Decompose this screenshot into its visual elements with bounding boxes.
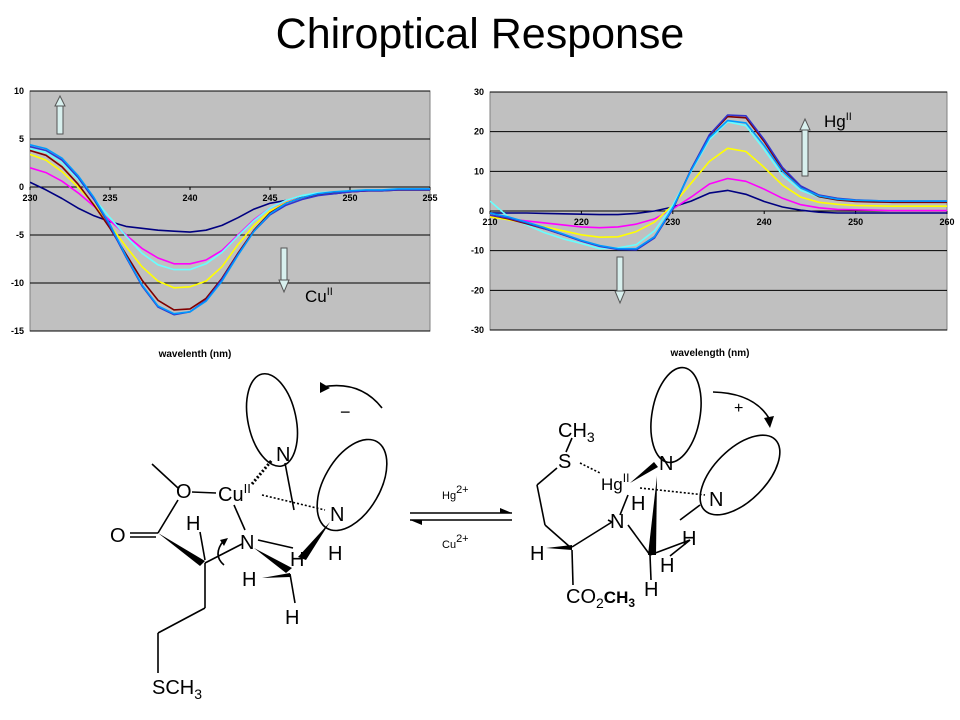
lobe-top — [650, 366, 702, 464]
series-line-3 — [490, 147, 947, 238]
series-line-7 — [30, 144, 430, 315]
atom-n: N — [659, 453, 673, 475]
x-tick-label: 250 — [848, 217, 863, 227]
lobe-right — [316, 438, 388, 532]
x-tick-label: 260 — [939, 217, 954, 227]
equilibrium-arrows: Hg2+ Cu2+ — [410, 484, 512, 551]
gridlines — [489, 91, 948, 331]
atom-h: H — [285, 607, 299, 629]
series-line-7 — [490, 119, 947, 250]
x-tick-label: 255 — [422, 193, 437, 203]
atom-h: H — [242, 569, 256, 591]
reverse-reagent: Cu2+ — [442, 533, 469, 551]
plot-area — [29, 90, 431, 332]
structure-hg-labels: CH3 S HgII N N N H H H H H CO2CH3 + — [530, 400, 743, 611]
atom-h: H — [290, 549, 304, 571]
atom-h: H — [660, 555, 674, 577]
y-tick-label: 20 — [474, 127, 484, 137]
x-tick-label: 245 — [262, 193, 277, 203]
x-tick-labels: 210 220 230 240 250 260 — [482, 217, 954, 227]
rotation-sign: + — [734, 400, 743, 417]
y-tick-labels: -30 -20 -10 0 10 20 30 — [471, 87, 484, 335]
arrow-down-icon — [278, 247, 290, 294]
atom-n: N — [240, 532, 254, 554]
y-tick-label: -10 — [11, 278, 24, 288]
arrow-up-icon — [799, 117, 811, 177]
rotation-sign: − — [340, 402, 351, 422]
series-group — [490, 114, 947, 251]
y-tick-label: 5 — [19, 134, 24, 144]
atom-hg: HgII — [601, 471, 629, 494]
cd-chart-hg: -30 -20 -10 0 10 20 30 210 220 230 240 250 260 wave… — [471, 87, 955, 359]
x-tick-label: 240 — [757, 217, 772, 227]
atom-n: N — [610, 511, 624, 533]
atom-n: N — [276, 444, 290, 466]
ion-label-cu: CuII — [305, 286, 333, 306]
page-title: Chiroptical Response — [275, 10, 685, 58]
ion-label-hg: HgII — [824, 111, 852, 131]
atom-sch3: SCH3 — [152, 677, 202, 702]
y-tick-labels: -15 -10 -5 0 5 10 — [11, 86, 24, 336]
atom-h: H — [682, 528, 696, 550]
x-tick-label: 235 — [102, 193, 117, 203]
series-line-1 — [490, 189, 947, 216]
atom-co2ch3: CO2CH3 — [566, 586, 635, 611]
atom-h: H — [186, 513, 200, 535]
atom-h: H — [328, 543, 342, 565]
y-tick-label: 10 — [14, 86, 24, 96]
atom-h: H — [644, 579, 658, 601]
structure-cu-labels: O O CuII N N N H H H H H SCH3 − — [110, 402, 351, 702]
x-tick-label: 220 — [574, 217, 589, 227]
structure-cu-complex — [130, 372, 388, 673]
rotation-arrow — [712, 391, 771, 421]
lobe-top — [245, 372, 299, 468]
x-tick-label: 250 — [342, 193, 357, 203]
y-tick-label: -5 — [16, 230, 24, 240]
rotation-arrow — [321, 384, 383, 409]
x-tick-labels: 230 235 240 245 250 255 — [22, 193, 437, 203]
y-tick-label: -20 — [471, 285, 484, 295]
x-axis-label: wavelenth (nm) — [158, 349, 232, 360]
series-line-2 — [490, 177, 947, 229]
y-tick-label: 0 — [479, 206, 484, 216]
atom-ch3: CH3 — [558, 420, 595, 445]
structure-hg-complex — [536, 366, 781, 586]
atom-o: O — [110, 525, 126, 547]
x-axis-label: wavelength (nm) — [670, 348, 750, 359]
atom-h: H — [631, 493, 645, 515]
y-tick-label: 30 — [474, 87, 484, 97]
y-tick-label: -10 — [471, 246, 484, 256]
arrow-down-icon — [614, 256, 626, 305]
atom-o: O — [176, 481, 192, 503]
lobe-right — [699, 434, 781, 516]
y-tick-label: 0 — [19, 182, 24, 192]
cd-chart-cu: -15 -10 -5 0 5 10 230 235 240 245 250 255 wavelent… — [11, 86, 438, 360]
atom-cu: CuII — [218, 481, 251, 506]
x-tick-label: 230 — [665, 217, 680, 227]
x-tick-label: 210 — [482, 217, 497, 227]
atom-h: H — [530, 543, 544, 565]
gridlines — [29, 90, 431, 332]
y-tick-label: -15 — [11, 326, 24, 336]
y-tick-label: -30 — [471, 325, 484, 335]
atom-s: S — [558, 451, 571, 473]
atom-n: N — [709, 489, 723, 511]
arrow-up-icon — [54, 94, 66, 135]
x-tick-label: 230 — [22, 193, 37, 203]
forward-reagent: Hg2+ — [442, 484, 469, 502]
atom-n: N — [330, 504, 344, 526]
y-tick-label: 10 — [474, 166, 484, 176]
series-group — [30, 144, 430, 316]
x-tick-label: 240 — [182, 193, 197, 203]
